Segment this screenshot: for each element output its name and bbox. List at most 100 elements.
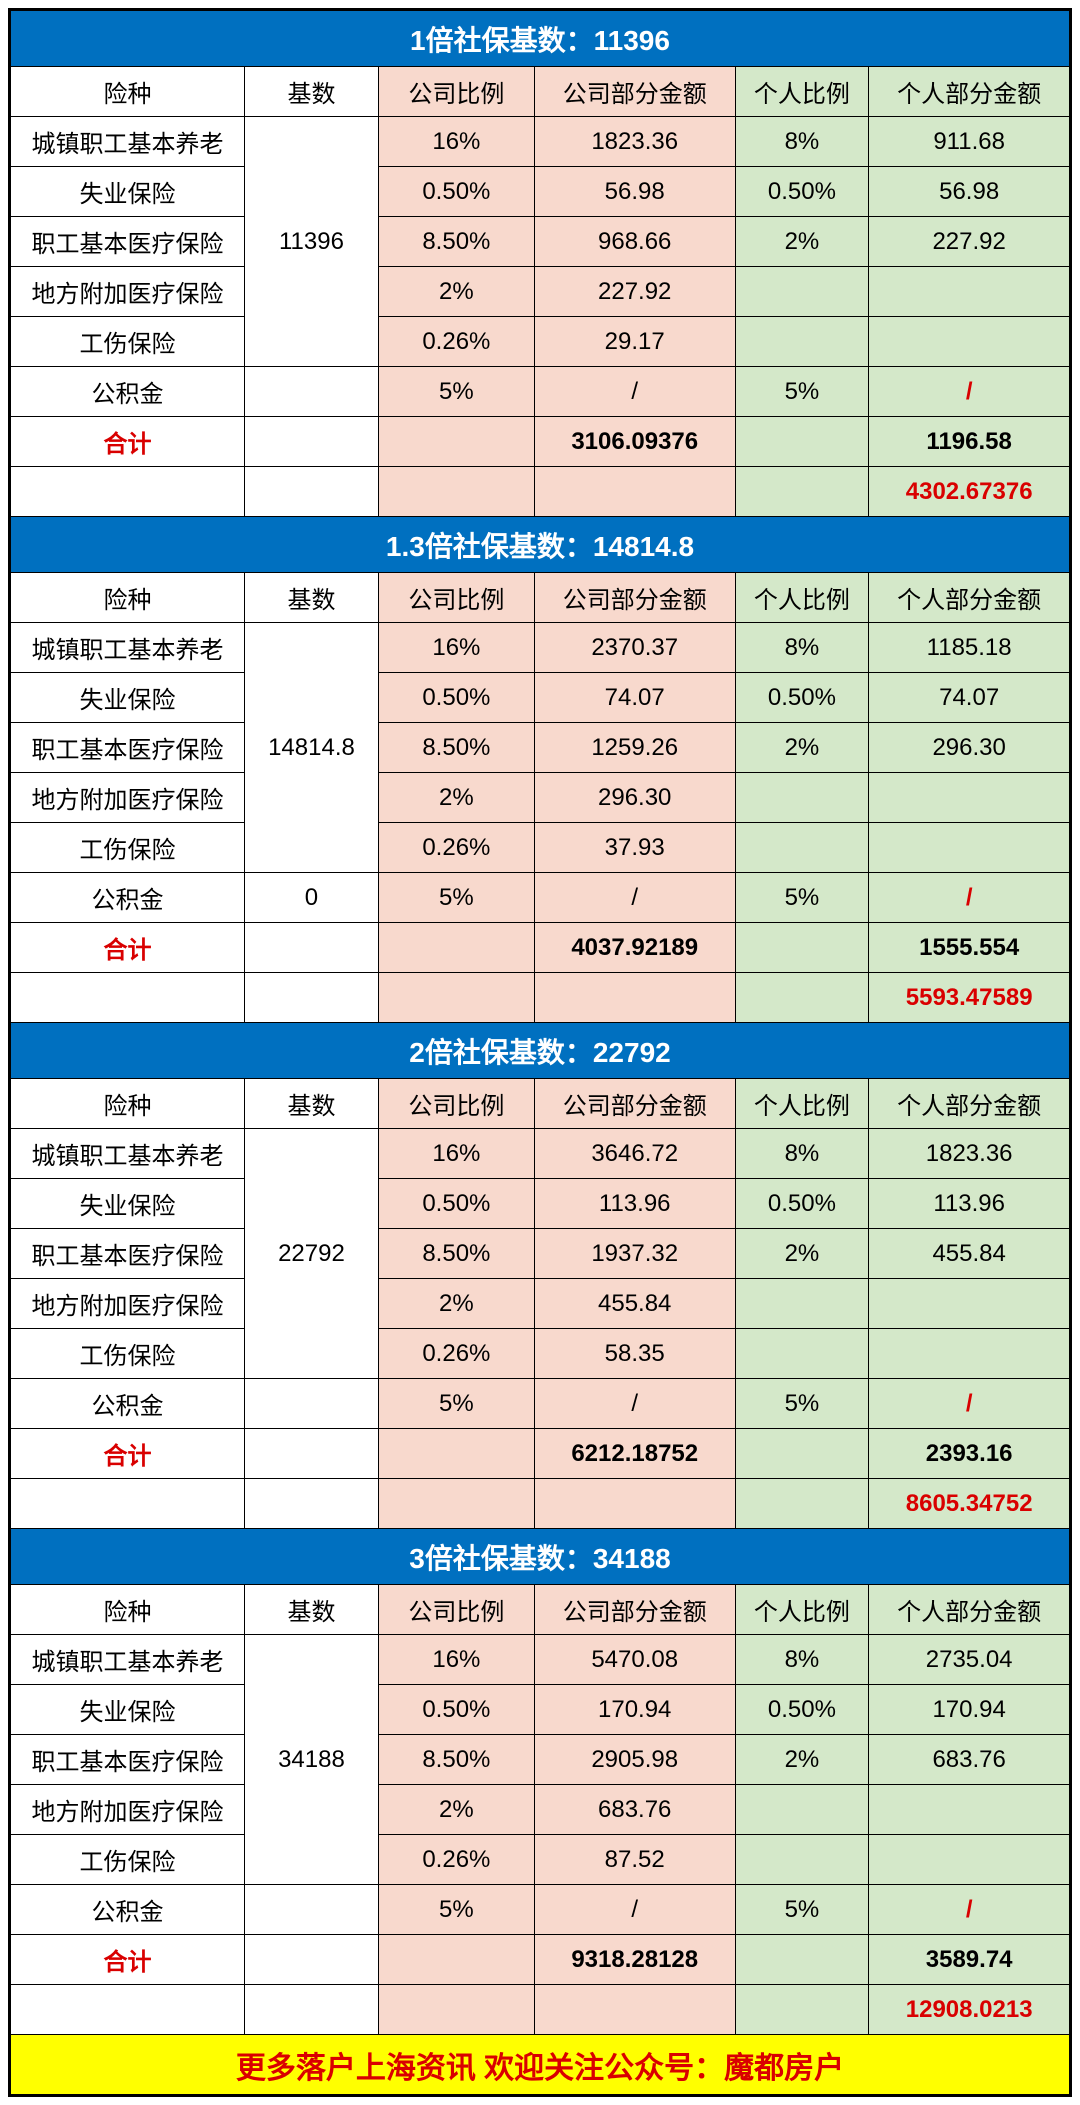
fund-personal-amount: /	[869, 873, 1070, 923]
section-title: 1.3倍社保基数：14814.8	[11, 517, 1070, 573]
total-base	[245, 1429, 379, 1479]
grand-blank2	[245, 973, 379, 1023]
row-label-unemployment: 失业保险	[11, 167, 245, 217]
col-type: 险种	[11, 573, 245, 623]
fund-company-rate: 5%	[378, 1379, 534, 1429]
personal-amount: 2735.04	[869, 1635, 1070, 1685]
personal-amount	[869, 1785, 1070, 1835]
company-rate: 0.26%	[378, 1329, 534, 1379]
grand-blank4	[534, 1985, 735, 2035]
grand-total: 8605.34752	[869, 1479, 1070, 1529]
fund-company-amount: /	[534, 367, 735, 417]
company-amount: 227.92	[534, 267, 735, 317]
personal-amount	[869, 1835, 1070, 1885]
personal-amount	[869, 1329, 1070, 1379]
grand-blank4	[534, 1479, 735, 1529]
personal-rate: 8%	[735, 117, 869, 167]
row-label-local_medical: 地方附加医疗保险	[11, 267, 245, 317]
personal-amount: 74.07	[869, 673, 1070, 723]
company-rate: 16%	[378, 1635, 534, 1685]
grand-blank3	[378, 973, 534, 1023]
company-amount: 455.84	[534, 1279, 735, 1329]
fund-base: 0	[245, 873, 379, 923]
total-personal-amount: 3589.74	[869, 1935, 1070, 1985]
company-rate: 16%	[378, 117, 534, 167]
personal-rate: 2%	[735, 217, 869, 267]
row-label-fund: 公积金	[11, 873, 245, 923]
total-personal-rate	[735, 923, 869, 973]
grand-blank2	[245, 1985, 379, 2035]
company-rate: 2%	[378, 1279, 534, 1329]
total-personal-rate	[735, 417, 869, 467]
personal-rate: 8%	[735, 623, 869, 673]
personal-amount: 911.68	[869, 117, 1070, 167]
company-rate: 8.50%	[378, 1229, 534, 1279]
grand-blank5	[735, 467, 869, 517]
tables-wrapper: 1倍社保基数：11396险种基数公司比例公司部分金额个人比例个人部分金额城镇职工…	[8, 8, 1072, 2097]
grand-blank5	[735, 1479, 869, 1529]
personal-amount	[869, 823, 1070, 873]
row-label-injury: 工伤保险	[11, 823, 245, 873]
col-company-amount: 公司部分金额	[534, 67, 735, 117]
col-company-amount: 公司部分金额	[534, 1079, 735, 1129]
fund-personal-amount: /	[869, 1379, 1070, 1429]
fund-company-amount: /	[534, 1885, 735, 1935]
row-label-unemployment: 失业保险	[11, 673, 245, 723]
personal-amount: 227.92	[869, 217, 1070, 267]
grand-blank3	[378, 467, 534, 517]
company-rate: 0.50%	[378, 167, 534, 217]
company-rate: 2%	[378, 773, 534, 823]
fund-personal-rate: 5%	[735, 873, 869, 923]
grand-blank1	[11, 1985, 245, 2035]
total-company-rate	[378, 1429, 534, 1479]
personal-rate	[735, 823, 869, 873]
grand-blank3	[378, 1985, 534, 2035]
company-rate: 16%	[378, 1129, 534, 1179]
company-amount: 296.30	[534, 773, 735, 823]
row-label-fund: 公积金	[11, 367, 245, 417]
col-base: 基数	[245, 573, 379, 623]
personal-amount: 455.84	[869, 1229, 1070, 1279]
row-label-medical: 职工基本医疗保险	[11, 1229, 245, 1279]
col-company-amount: 公司部分金额	[534, 573, 735, 623]
personal-amount: 113.96	[869, 1179, 1070, 1229]
row-label-local_medical: 地方附加医疗保险	[11, 1785, 245, 1835]
fund-company-rate: 5%	[378, 1885, 534, 1935]
company-rate: 16%	[378, 623, 534, 673]
fund-base	[245, 1379, 379, 1429]
col-personal-amount: 个人部分金额	[869, 573, 1070, 623]
grand-blank5	[735, 973, 869, 1023]
fund-personal-amount: /	[869, 1885, 1070, 1935]
col-personal-rate: 个人比例	[735, 573, 869, 623]
row-label-unemployment: 失业保险	[11, 1685, 245, 1735]
company-amount: 5470.08	[534, 1635, 735, 1685]
personal-rate	[735, 1835, 869, 1885]
row-label-medical: 职工基本医疗保险	[11, 723, 245, 773]
total-company-rate	[378, 923, 534, 973]
total-personal-rate	[735, 1429, 869, 1479]
row-label-pension: 城镇职工基本养老	[11, 117, 245, 167]
total-company-amount: 9318.28128	[534, 1935, 735, 1985]
col-personal-amount: 个人部分金额	[869, 1585, 1070, 1635]
grand-blank3	[378, 1479, 534, 1529]
footer-banner: 更多落户上海资讯 欢迎关注公众号：魔都房户	[11, 2035, 1070, 2095]
row-label-unemployment: 失业保险	[11, 1179, 245, 1229]
row-label-fund: 公积金	[11, 1379, 245, 1429]
grand-blank4	[534, 973, 735, 1023]
company-amount: 170.94	[534, 1685, 735, 1735]
fund-base	[245, 1885, 379, 1935]
company-amount: 58.35	[534, 1329, 735, 1379]
col-personal-amount: 个人部分金额	[869, 67, 1070, 117]
personal-rate	[735, 317, 869, 367]
fund-company-amount: /	[534, 873, 735, 923]
base-cell: 11396	[245, 117, 379, 367]
col-type: 险种	[11, 67, 245, 117]
section-title: 2倍社保基数：22792	[11, 1023, 1070, 1079]
col-company-amount: 公司部分金额	[534, 1585, 735, 1635]
col-company-rate: 公司比例	[378, 1585, 534, 1635]
company-amount: 87.52	[534, 1835, 735, 1885]
col-personal-rate: 个人比例	[735, 67, 869, 117]
row-label-local_medical: 地方附加医疗保险	[11, 773, 245, 823]
total-company-amount: 3106.09376	[534, 417, 735, 467]
grand-blank2	[245, 1479, 379, 1529]
